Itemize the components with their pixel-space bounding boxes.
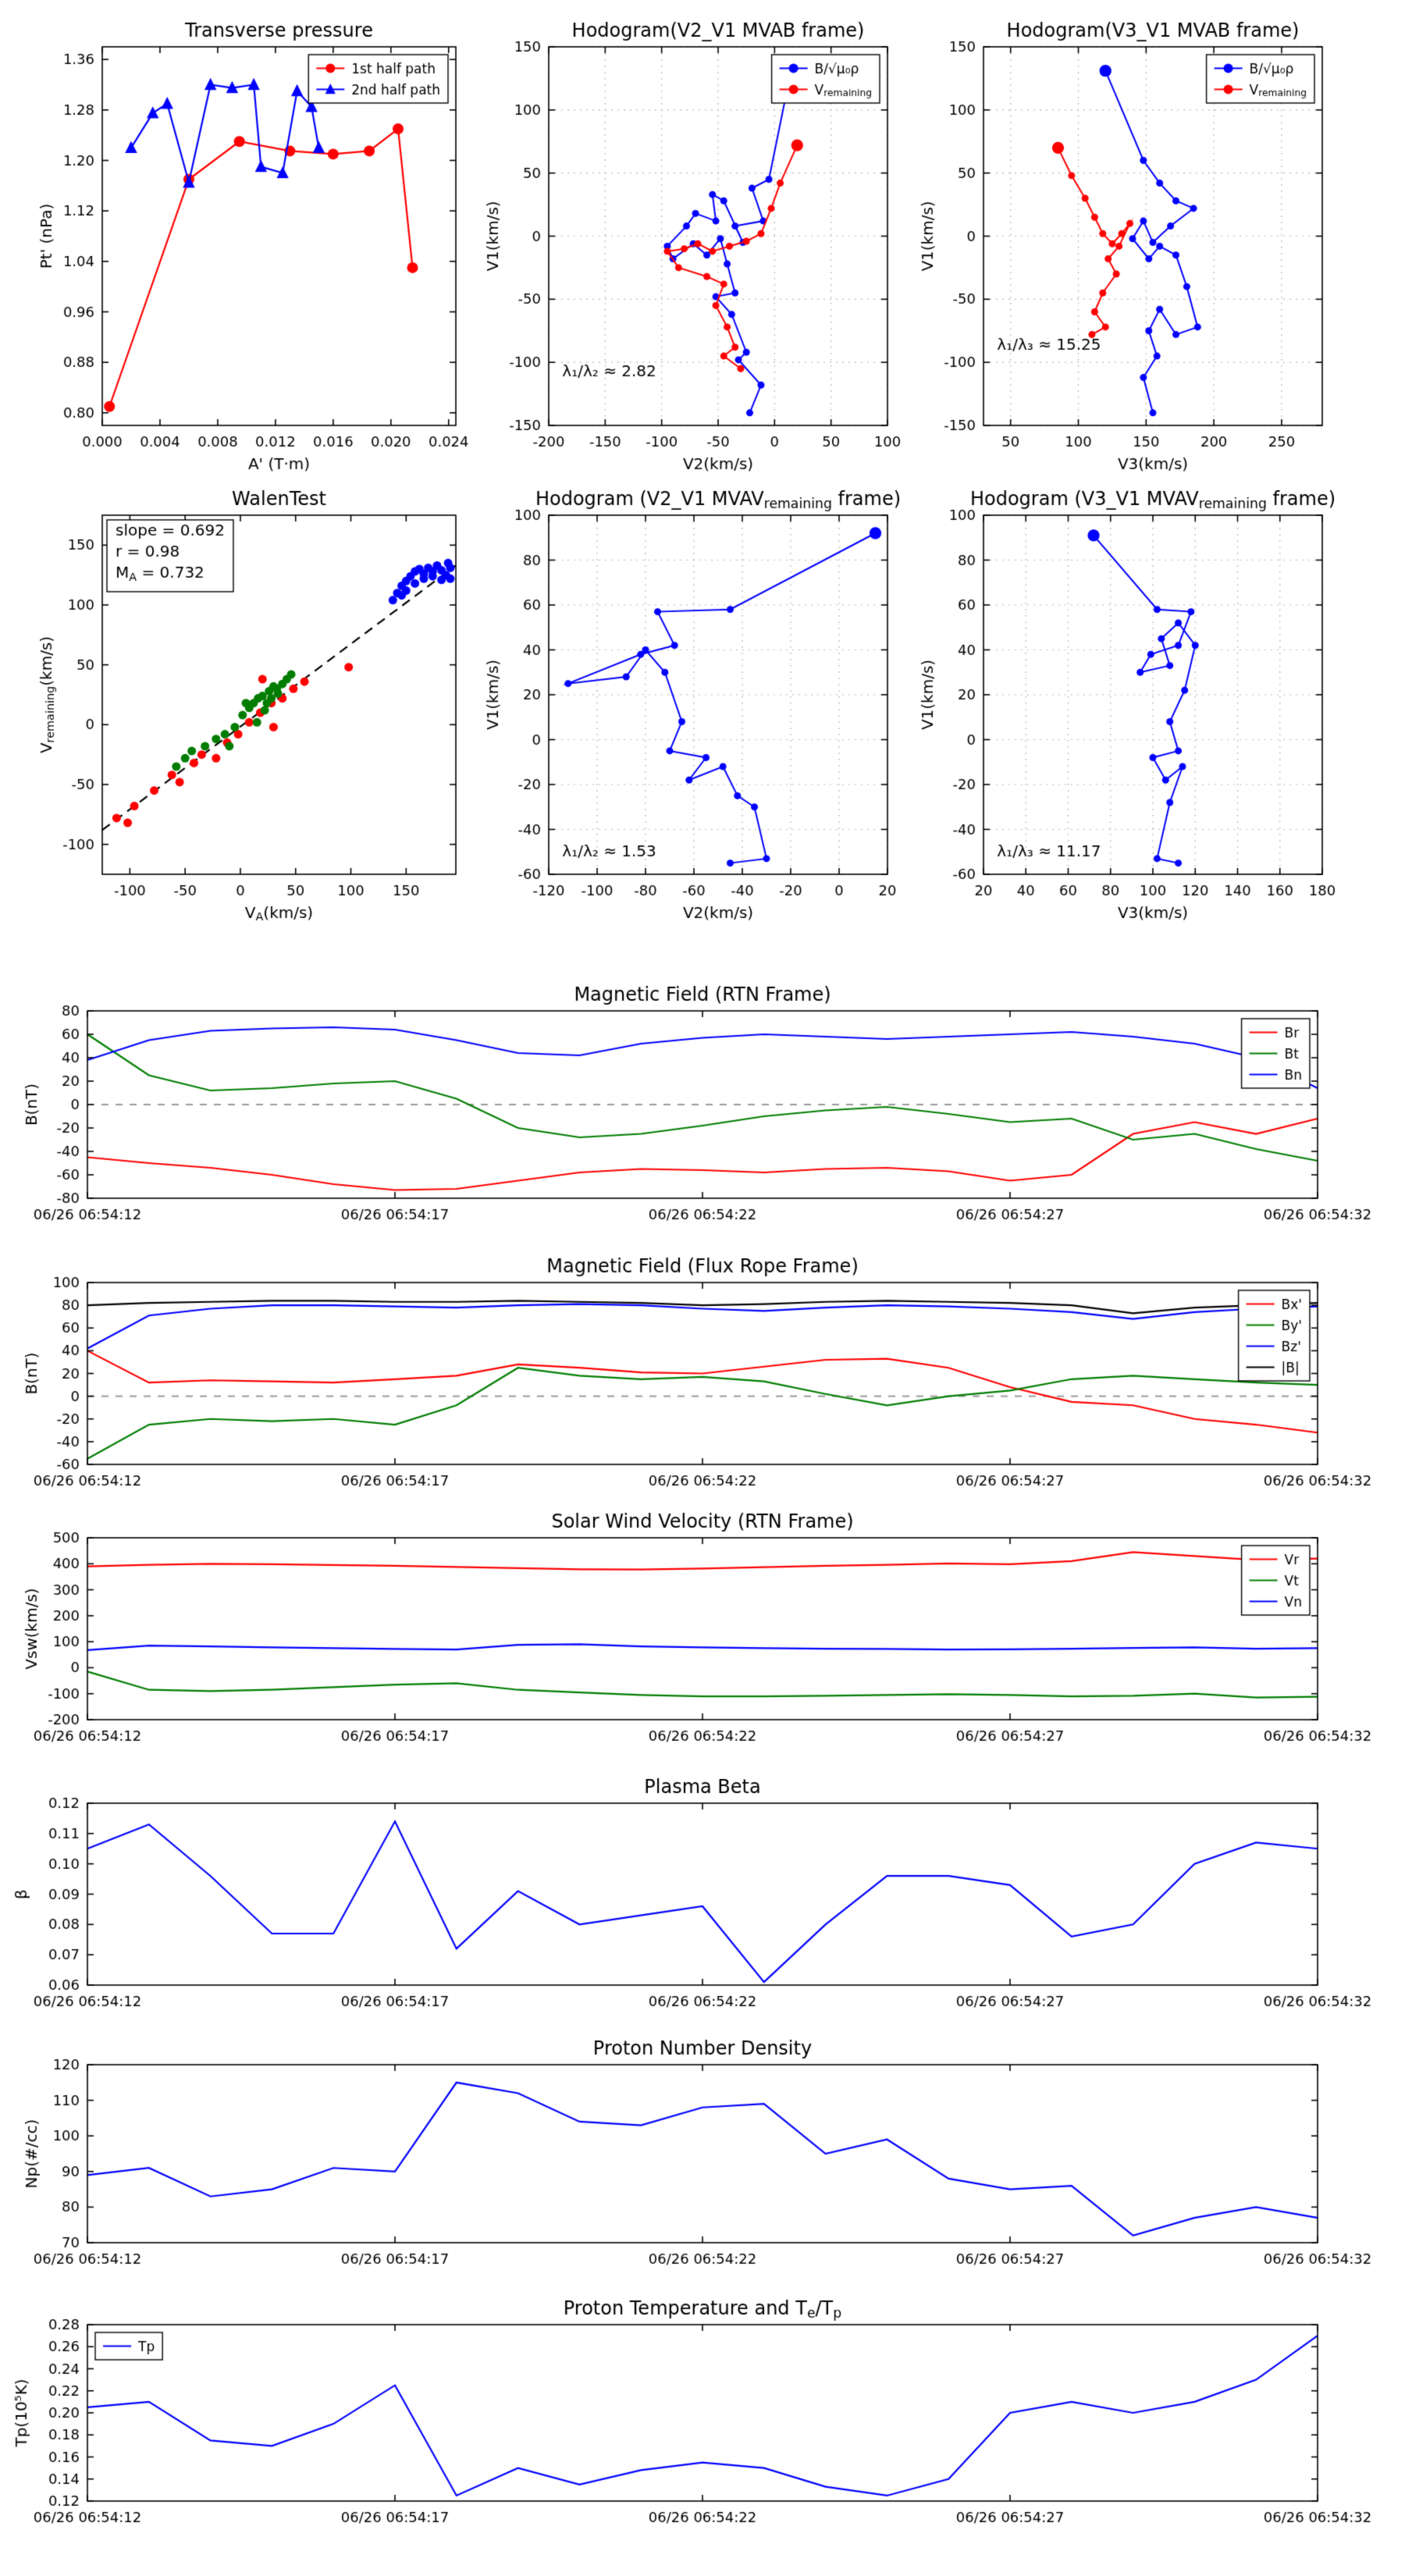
figure-root [0,0,1405,2576]
figure-canvas [0,0,1405,2576]
